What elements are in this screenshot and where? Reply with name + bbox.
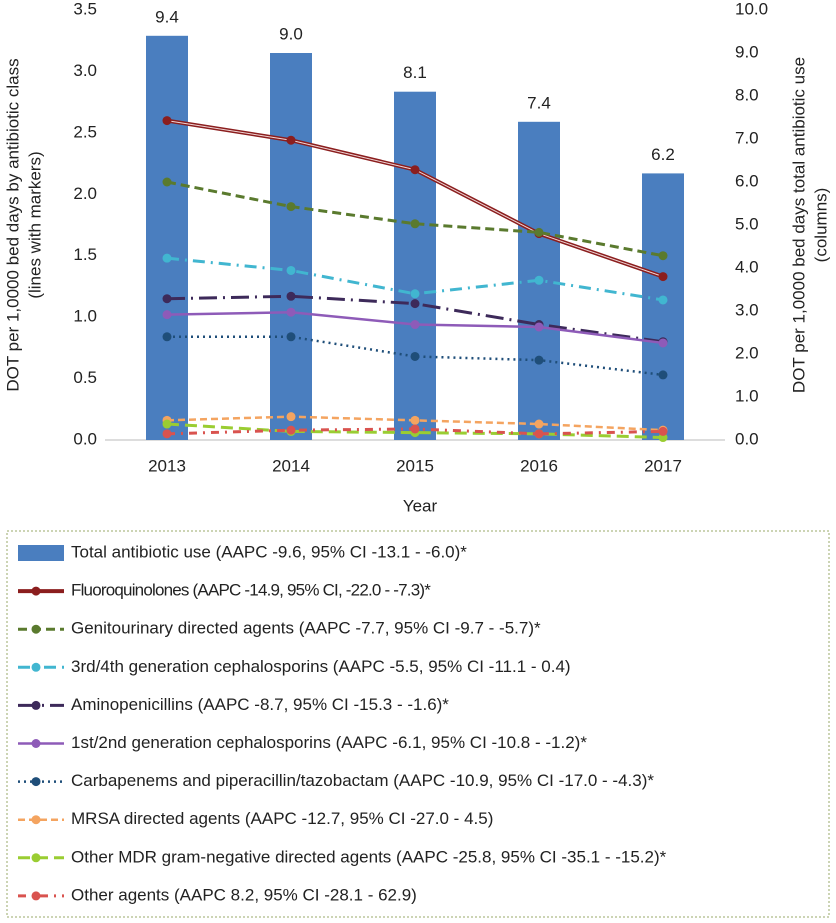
series-line — [166, 422, 664, 440]
marker — [534, 322, 544, 332]
y-tick-label: 3.0 — [73, 61, 97, 80]
marker — [534, 419, 544, 429]
y-tick-label: 1.5 — [73, 245, 97, 264]
x-tick-label: 2016 — [520, 456, 558, 475]
y2-tick-label: 7.0 — [735, 128, 759, 147]
legend-label: 3rd/4th generation cephalosporins (AAPC … — [71, 657, 571, 676]
y2-tick-label: 4.0 — [735, 257, 759, 276]
marker — [286, 412, 296, 422]
legend-marker — [31, 815, 41, 825]
value-label: 9.4 — [155, 7, 179, 26]
marker — [286, 135, 296, 145]
x-axis-title: Year — [403, 496, 438, 515]
bar — [394, 91, 436, 440]
marker — [286, 291, 296, 301]
marker — [410, 351, 420, 361]
value-label: 7.4 — [527, 93, 551, 112]
bar — [270, 53, 312, 440]
marker — [534, 227, 544, 237]
marker — [410, 424, 420, 434]
legend-swatch — [18, 545, 64, 561]
marker — [162, 116, 172, 126]
legend-label: Fluoroquinolones (AAPC -14.9, 95% CI, -2… — [71, 581, 431, 600]
y2-tick-label: 6.0 — [735, 171, 759, 190]
y-tick-label: 1.0 — [73, 307, 97, 326]
marker — [658, 338, 668, 348]
legend-marker — [31, 891, 41, 901]
marker — [410, 289, 420, 299]
series-line — [166, 180, 664, 258]
marker — [410, 219, 420, 229]
marker — [534, 275, 544, 285]
marker — [162, 310, 172, 320]
marker — [658, 426, 668, 436]
legend-marker — [31, 586, 41, 596]
legend-label: 1st/2nd generation cephalosporins (AAPC … — [71, 733, 587, 752]
marker — [286, 265, 296, 275]
legend-marker — [31, 777, 41, 787]
marker — [534, 355, 544, 365]
marker — [410, 415, 420, 425]
marker — [410, 165, 420, 175]
marker — [162, 177, 172, 187]
marker — [286, 425, 296, 435]
marker — [410, 320, 420, 330]
y2-tick-label: 8.0 — [735, 85, 759, 104]
legend-label: Genitourinary directed agents (AAPC -7.7… — [71, 619, 541, 638]
marker — [162, 294, 172, 304]
legend-label: MRSA directed agents (AAPC -12.7, 95% CI… — [71, 809, 493, 828]
y-tick-label: 0.5 — [73, 368, 97, 387]
legend-label: Other MDR gram-negative directed agents … — [71, 847, 667, 866]
value-label: 6.2 — [651, 145, 675, 164]
y-tick-label: 0.0 — [73, 429, 97, 448]
y2-tick-label: 0.0 — [735, 429, 759, 448]
marker — [658, 370, 668, 380]
y-axis-title: DOT per 1,0000 bed days by antibiotic cl… — [3, 58, 22, 391]
x-tick-label: 2014 — [272, 456, 310, 475]
legend-label: Carbapenems and piperacillin/tazobactam … — [71, 771, 654, 790]
y2-axis-title: (columns) — [811, 188, 830, 263]
legend-marker — [31, 662, 41, 672]
y2-tick-label: 9.0 — [735, 42, 759, 61]
legend-marker — [31, 624, 41, 634]
value-label: 8.1 — [403, 63, 427, 82]
y2-axis-title: DOT per 1,0000 bed days total antibiotic… — [789, 57, 808, 393]
marker — [162, 429, 172, 439]
legend-label: Total antibiotic use (AAPC -9.6, 95% CI … — [71, 542, 467, 561]
marker — [410, 299, 420, 309]
bar — [146, 35, 188, 441]
marker — [286, 307, 296, 317]
marker — [286, 332, 296, 342]
y-axis-title: (lines with markers) — [25, 151, 44, 298]
y-tick-label: 2.5 — [73, 122, 97, 141]
marker — [658, 272, 668, 282]
marker — [286, 202, 296, 212]
y2-tick-label: 10.0 — [735, 0, 768, 18]
series-line — [167, 335, 664, 377]
marker — [162, 419, 172, 429]
y-tick-label: 3.5 — [73, 0, 97, 18]
bar — [642, 173, 684, 440]
y2-tick-label: 3.0 — [735, 300, 759, 319]
marker — [534, 429, 544, 439]
y-tick-label: 2.0 — [73, 184, 97, 203]
legend-label: Aminopenicillins (AAPC -8.7, 95% CI -15.… — [71, 695, 449, 714]
legend-marker — [31, 739, 41, 748]
value-label: 9.0 — [279, 24, 303, 43]
x-tick-label: 2013 — [148, 456, 186, 475]
marker — [658, 251, 668, 261]
marker — [162, 332, 172, 342]
x-tick-label: 2017 — [644, 456, 682, 475]
legend-marker — [31, 700, 41, 710]
legend-label: Other agents (AAPC 8.2, 95% CI -28.1 - 6… — [71, 885, 417, 904]
marker — [658, 295, 668, 305]
y2-tick-label: 5.0 — [735, 214, 759, 233]
x-tick-label: 2015 — [396, 456, 434, 475]
legend-marker — [31, 853, 41, 863]
y2-tick-label: 2.0 — [735, 343, 759, 362]
marker — [162, 253, 172, 263]
series-line — [166, 256, 664, 302]
y2-tick-label: 1.0 — [735, 386, 759, 405]
